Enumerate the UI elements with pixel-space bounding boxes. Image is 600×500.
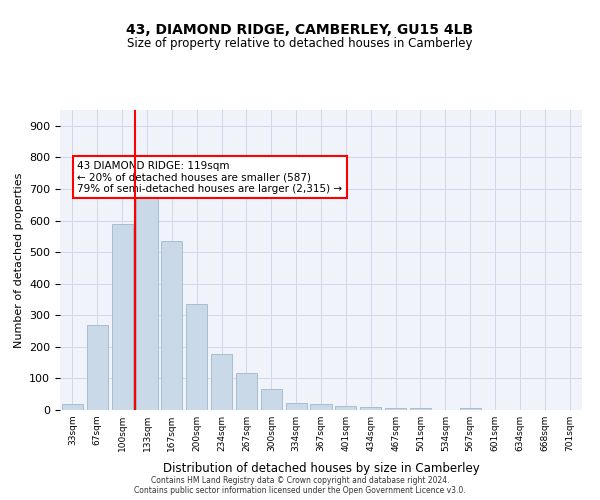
Bar — [385, 408, 406, 410]
Bar — [161, 241, 182, 410]
Bar — [112, 224, 133, 410]
Text: 43 DIAMOND RIDGE: 119sqm
← 20% of detached houses are smaller (587)
79% of semi-: 43 DIAMOND RIDGE: 119sqm ← 20% of detach… — [77, 160, 343, 194]
Bar — [62, 404, 83, 410]
Bar — [136, 178, 158, 410]
Bar — [310, 404, 332, 410]
Text: Size of property relative to detached houses in Camberley: Size of property relative to detached ho… — [127, 38, 473, 51]
Bar — [286, 403, 307, 410]
X-axis label: Distribution of detached houses by size in Camberley: Distribution of detached houses by size … — [163, 462, 479, 475]
Text: Contains HM Land Registry data © Crown copyright and database right 2024.
Contai: Contains HM Land Registry data © Crown c… — [134, 476, 466, 495]
Bar — [460, 408, 481, 410]
Bar — [261, 388, 282, 410]
Y-axis label: Number of detached properties: Number of detached properties — [14, 172, 23, 348]
Text: 43, DIAMOND RIDGE, CAMBERLEY, GU15 4LB: 43, DIAMOND RIDGE, CAMBERLEY, GU15 4LB — [127, 22, 473, 36]
Bar — [236, 372, 257, 410]
Bar — [360, 408, 381, 410]
Bar — [87, 324, 108, 410]
Bar — [335, 406, 356, 410]
Bar — [410, 408, 431, 410]
Bar — [211, 354, 232, 410]
Bar — [186, 304, 207, 410]
